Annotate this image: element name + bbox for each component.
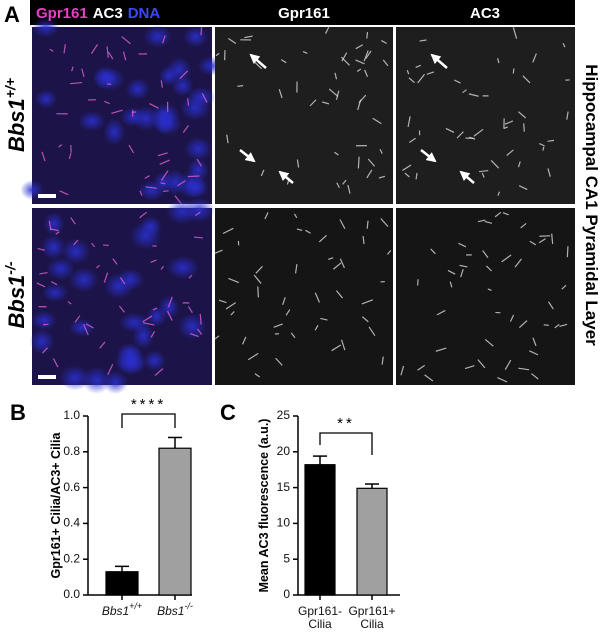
nucleus	[178, 313, 206, 339]
nucleus	[144, 25, 172, 48]
cilium	[188, 176, 200, 177]
y-tick-label: 5	[283, 551, 290, 565]
x-tick-text: Bbs1	[102, 604, 129, 618]
y-tick-label: 1.0	[63, 408, 80, 422]
nucleus	[104, 273, 133, 298]
cilium	[363, 236, 364, 244]
y-tick-label: 0.4	[63, 516, 80, 530]
cilium	[43, 324, 49, 325]
x-tick-label: Gpr161+	[348, 604, 395, 618]
nucleus	[115, 347, 146, 374]
x-tick-sup: -/-	[184, 601, 193, 611]
micrograph	[215, 208, 393, 385]
cilium	[237, 86, 243, 87]
nucleus	[30, 329, 54, 354]
nucleus	[140, 216, 162, 236]
header-channel: Gpr161	[36, 5, 88, 22]
nucleus	[93, 66, 117, 88]
y-tick-label: 0.6	[63, 480, 80, 494]
bar	[305, 465, 335, 595]
nucleus	[44, 212, 65, 235]
x-tick-label: Cilia	[360, 617, 384, 630]
cilium	[358, 157, 359, 169]
x-tick-label: Gpr161-	[298, 604, 342, 618]
nucleus	[42, 284, 68, 302]
nucleus	[143, 350, 165, 371]
nucleus	[167, 256, 199, 279]
y-tick-label: 20	[277, 444, 291, 458]
cilium	[367, 32, 368, 39]
y-axis-label: Mean AC3 fluorescence (a.u.)	[257, 419, 271, 593]
header-column: Gpr161	[278, 5, 330, 22]
nucleus	[139, 181, 165, 201]
nucleus	[31, 311, 56, 330]
y-tick-label: 0.8	[63, 444, 80, 458]
x-tick-sup: +/+	[129, 601, 142, 611]
y-tick-label: 0.0	[63, 587, 80, 601]
y-tick-label: 0	[283, 587, 290, 601]
panel-label: C	[220, 400, 236, 425]
row-label-text: Bbs1	[4, 98, 29, 152]
significance-bracket	[122, 414, 175, 428]
y-tick-label: 10	[277, 516, 291, 530]
header-channel: DNA	[128, 5, 161, 22]
bar	[106, 572, 138, 595]
significance-label: **	[337, 415, 355, 432]
row-label-text: Bbs1	[4, 275, 29, 329]
cilium	[567, 246, 568, 257]
nucleus	[59, 365, 90, 390]
bar	[357, 488, 387, 595]
header-column: AC3	[470, 5, 500, 22]
y-tick-label: 15	[277, 480, 291, 494]
x-tick-label: Cilia	[308, 617, 332, 630]
nucleus	[103, 118, 125, 145]
cilium	[188, 98, 189, 105]
panel-label: A	[4, 2, 20, 27]
side-label: Hippocampal CA1 Pyramidal Layer	[582, 64, 600, 346]
y-axis-label: Gpr161+ Cilia/AC3+ Cilia	[49, 432, 63, 579]
cilium	[201, 27, 202, 35]
bar	[159, 448, 191, 595]
cilium	[524, 123, 525, 131]
significance-bracket	[320, 433, 372, 455]
nucleus	[126, 78, 150, 100]
panel-label: B	[10, 400, 26, 425]
y-tick-label: 25	[277, 408, 291, 422]
scale-bar	[38, 375, 56, 379]
micrograph	[396, 27, 575, 204]
nucleus	[176, 171, 207, 198]
nucleus	[183, 198, 214, 223]
header-merge: Gpr161 AC3 DNA	[36, 5, 160, 22]
x-tick-text: Bbs1	[157, 604, 184, 618]
cilium	[513, 68, 514, 73]
nucleus	[41, 235, 65, 260]
nucleus	[78, 111, 105, 131]
cilium	[544, 325, 549, 326]
nucleus	[184, 137, 212, 161]
nucleus	[183, 26, 207, 47]
cilium	[418, 279, 419, 285]
nucleus	[159, 295, 179, 319]
row-label-sup: -/-	[2, 261, 18, 275]
row-label-sup: +/+	[2, 78, 18, 98]
micrograph	[215, 27, 393, 204]
row-label: Bbs1+/+	[2, 78, 29, 152]
header-channel: AC3	[93, 5, 123, 22]
nucleus	[187, 87, 215, 108]
significance-label: ****	[131, 396, 166, 413]
row-label: Bbs1-/-	[2, 261, 29, 328]
cilium	[258, 286, 259, 297]
micrograph	[396, 208, 575, 385]
scale-bar	[38, 194, 56, 198]
x-tick-label: Bbs1-/-	[157, 601, 193, 618]
nucleus	[35, 90, 57, 109]
cilium	[163, 191, 168, 192]
micrographs	[20, 17, 575, 394]
nucleus	[69, 319, 95, 337]
x-tick-label: Bbs1+/+	[102, 601, 142, 618]
y-tick-label: 0.2	[63, 551, 80, 565]
